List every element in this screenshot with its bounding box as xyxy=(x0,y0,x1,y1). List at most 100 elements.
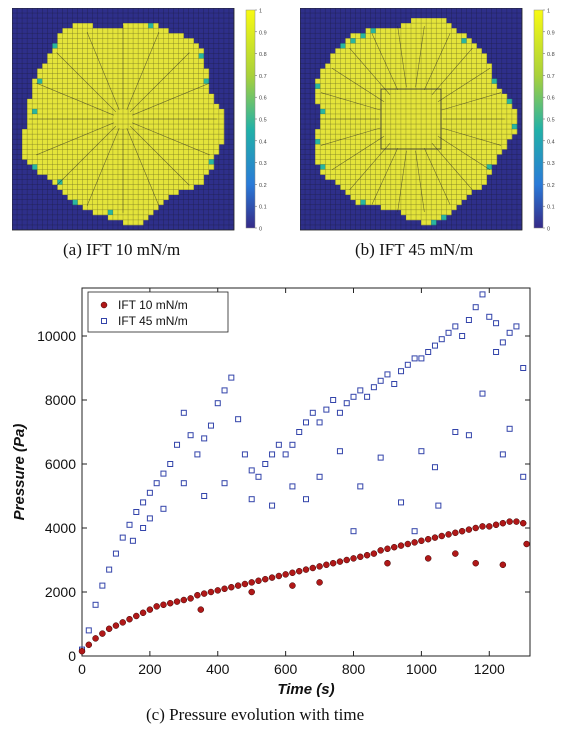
saturated-cell xyxy=(163,58,169,64)
saturated-cell xyxy=(112,38,119,44)
saturated-cell xyxy=(82,53,88,59)
saturated-cell xyxy=(325,73,331,79)
saturated-cell xyxy=(107,83,114,90)
saturated-cell xyxy=(501,144,508,150)
saturated-cell xyxy=(345,68,351,74)
saturated-cell xyxy=(67,113,73,120)
saturated-cell xyxy=(67,33,73,39)
saturated-cell xyxy=(148,209,154,216)
saturated-cell xyxy=(92,98,99,105)
saturated-cell xyxy=(193,43,199,49)
saturated-cell xyxy=(143,204,149,211)
saturated-cell xyxy=(370,179,376,185)
saturated-cell xyxy=(163,83,169,90)
saturated-cell xyxy=(340,73,346,79)
saturated-cell xyxy=(370,154,376,160)
saturated-cell xyxy=(405,129,412,135)
saturated-cell xyxy=(87,88,94,95)
saturated-cell xyxy=(395,154,402,160)
saturated-cell xyxy=(82,28,88,34)
saturated-cell xyxy=(345,88,351,95)
saturated-cell xyxy=(456,139,462,145)
saturated-cell xyxy=(395,119,402,125)
saturated-cell xyxy=(158,174,164,180)
data-point-ift45 xyxy=(445,329,452,336)
saturated-cell xyxy=(436,33,442,39)
saturated-cell xyxy=(486,103,493,110)
saturated-cell xyxy=(123,103,129,110)
saturated-cell xyxy=(87,93,94,100)
data-point-ift45 xyxy=(513,323,520,330)
saturated-cell xyxy=(441,33,447,39)
saturated-cell xyxy=(375,33,382,39)
saturated-cell xyxy=(380,154,387,160)
saturated-cell xyxy=(47,124,53,130)
saturated-cell xyxy=(107,209,114,216)
data-point-ift10 xyxy=(438,532,446,540)
saturated-cell xyxy=(451,154,457,160)
saturated-cell xyxy=(451,184,457,190)
saturated-cell xyxy=(158,119,164,125)
data-point-ift10 xyxy=(78,647,86,655)
saturated-cell xyxy=(481,154,487,160)
saturated-cell xyxy=(335,154,341,160)
saturated-cell xyxy=(446,124,452,130)
saturated-cell xyxy=(117,184,124,190)
data-point-ift10 xyxy=(262,575,269,583)
saturated-cell xyxy=(208,154,215,160)
saturated-cell xyxy=(340,139,346,145)
saturated-cell xyxy=(82,73,88,79)
saturated-cell xyxy=(481,103,487,110)
saturated-cell xyxy=(117,33,124,39)
saturated-cell xyxy=(107,214,114,221)
saturated-cell xyxy=(37,78,43,84)
saturated-cell xyxy=(102,28,109,34)
saturated-cell xyxy=(461,113,467,120)
saturated-cell xyxy=(123,113,129,120)
saturated-cell xyxy=(178,83,184,90)
saturated-cell xyxy=(416,154,422,160)
caption-a: (a) IFT 10 mN/m xyxy=(63,240,181,259)
saturated-cell xyxy=(173,48,179,54)
saturated-cell xyxy=(158,68,164,74)
saturated-cell xyxy=(107,139,114,145)
saturated-cell xyxy=(67,154,73,160)
saturated-cell xyxy=(320,134,326,140)
saturated-cell xyxy=(411,214,417,221)
saturated-cell xyxy=(198,169,205,175)
saturated-cell xyxy=(395,134,402,140)
saturated-cell xyxy=(67,83,73,90)
saturated-cell xyxy=(431,38,437,44)
saturated-cell xyxy=(441,68,447,74)
saturated-cell xyxy=(380,164,387,170)
saturated-cell xyxy=(52,58,58,64)
saturated-cell xyxy=(456,119,462,125)
saturated-cell xyxy=(405,113,412,120)
saturated-cell xyxy=(405,68,412,74)
data-point-ift45 xyxy=(506,425,513,432)
saturated-cell xyxy=(365,154,371,160)
saturated-cell xyxy=(133,219,139,226)
saturated-cell xyxy=(325,169,331,175)
saturated-cell xyxy=(102,184,109,190)
saturated-cell xyxy=(163,88,169,95)
saturated-cell xyxy=(380,144,387,150)
saturated-cell xyxy=(183,48,189,54)
saturated-cell xyxy=(117,164,124,170)
saturated-cell xyxy=(385,124,392,130)
saturated-cell xyxy=(37,108,43,115)
saturated-cell xyxy=(441,58,447,64)
saturated-cell xyxy=(183,38,189,44)
saturated-cell xyxy=(138,68,144,74)
saturated-cell xyxy=(350,58,356,64)
saturated-cell xyxy=(117,108,124,115)
saturated-cell xyxy=(436,129,442,135)
saturated-cell xyxy=(390,98,397,105)
saturated-cell xyxy=(82,33,88,39)
saturated-cell xyxy=(350,48,356,54)
saturated-cell xyxy=(466,108,472,115)
saturated-cell xyxy=(193,134,199,140)
saturated-cell xyxy=(370,93,376,100)
data-point-ift45 xyxy=(221,480,228,487)
saturated-cell xyxy=(133,214,139,221)
